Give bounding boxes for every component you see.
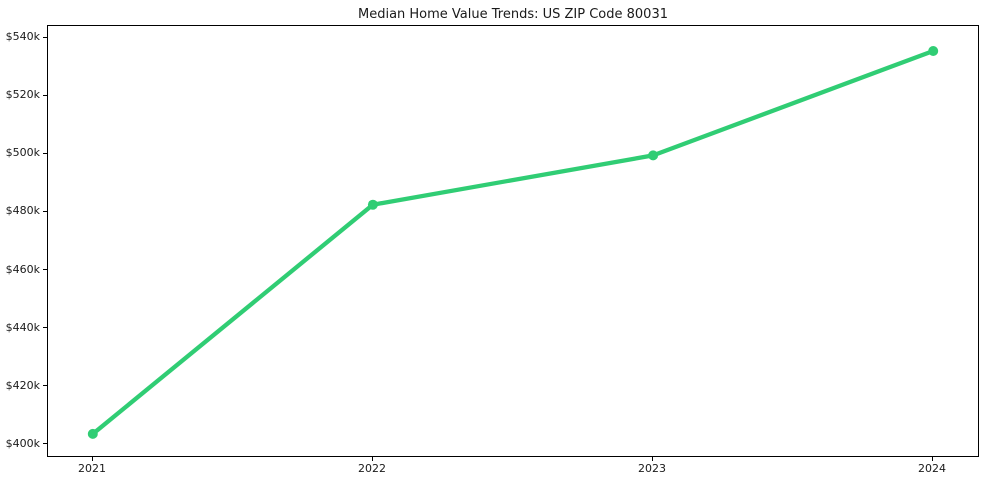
- x-tick-label: 2022: [358, 462, 386, 475]
- y-tick-mark: [43, 211, 47, 212]
- y-tick-mark: [43, 385, 47, 386]
- y-tick-mark: [43, 269, 47, 270]
- x-tick-label: 2023: [638, 462, 666, 475]
- y-tick-mark: [43, 327, 47, 328]
- y-tick-label: $460k: [5, 263, 40, 276]
- y-tick-label: $500k: [5, 146, 40, 159]
- y-tick-mark: [43, 443, 47, 444]
- y-tick-label: $440k: [5, 321, 40, 334]
- data-point-marker: [648, 150, 659, 161]
- data-point-marker: [87, 428, 98, 439]
- y-tick-label: $480k: [5, 204, 40, 217]
- y-tick-label: $400k: [5, 437, 40, 450]
- data-point-marker: [367, 199, 378, 210]
- chart-title: Median Home Value Trends: US ZIP Code 80…: [357, 7, 668, 22]
- x-tick-mark: [372, 457, 373, 461]
- y-tick-label: $540k: [5, 30, 40, 43]
- y-tick-mark: [43, 95, 47, 96]
- x-tick-mark: [92, 457, 93, 461]
- line-chart-svg: [87, 46, 939, 439]
- x-tick-label: 2021: [78, 462, 106, 475]
- trend-line: [90, 48, 936, 437]
- x-tick-label: 2024: [918, 462, 946, 475]
- y-tick-mark: [43, 153, 47, 154]
- x-tick-mark: [932, 457, 933, 461]
- x-tick-mark: [652, 457, 653, 461]
- y-tick-mark: [43, 37, 47, 38]
- y-tick-label: $520k: [5, 88, 40, 101]
- data-point-marker: [928, 46, 939, 56]
- plot-area: [47, 25, 979, 457]
- y-tick-label: $420k: [5, 379, 40, 392]
